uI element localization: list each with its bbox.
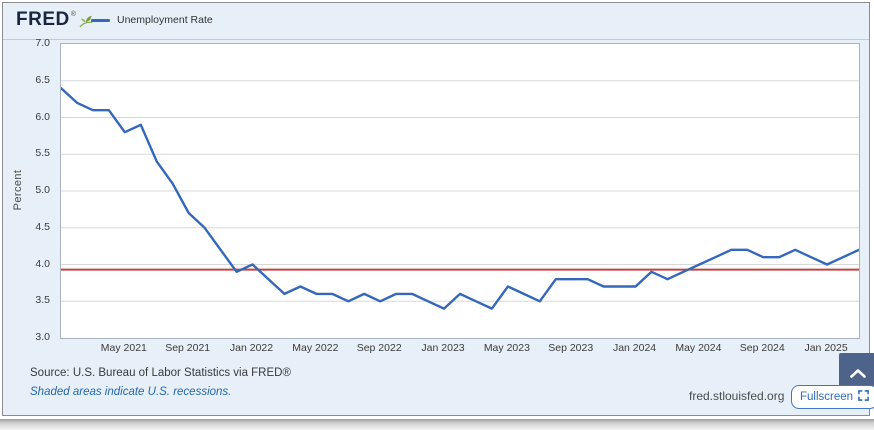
x-tick-label: Jan 2023: [421, 342, 465, 354]
plot-area: [60, 43, 860, 339]
y-tick-label: 6.5: [35, 73, 50, 86]
y-tick-label: 7.0: [35, 37, 50, 49]
unemployment-rate-line: [61, 86, 859, 310]
y-tick-label: 4.0: [35, 257, 50, 270]
fullscreen-button[interactable]: Fullscreen: [791, 385, 874, 409]
x-tick-label: Sep 2022: [356, 342, 402, 354]
registered-mark: ®: [70, 11, 76, 18]
x-tick-label: May 2023: [483, 342, 530, 354]
fullscreen-button-label: Fullscreen: [800, 391, 854, 403]
fred-logo-text: FRED: [16, 9, 70, 30]
x-tick-label: Sep 2024: [739, 342, 785, 354]
x-tick-label: May 2021: [100, 342, 147, 354]
x-tick-label: May 2022: [292, 342, 339, 354]
x-tick-label: May 2024: [675, 342, 722, 354]
site-url: fred.stlouisfed.org: [689, 389, 785, 403]
chevron-up-icon: [849, 367, 867, 382]
x-tick-label: Jan 2024: [612, 342, 657, 354]
x-tick-label: Sep 2021: [165, 342, 211, 354]
x-tick-label: Jan 2025: [804, 342, 848, 354]
window-bottom-strip: [0, 419, 874, 430]
legend-label: Unemployment Rate: [117, 14, 213, 26]
recessions-note-link[interactable]: Shaded areas indicate U.S. recessions.: [30, 386, 232, 398]
fred-sprout-icon: [78, 15, 94, 33]
legend-line-swatch: [91, 18, 110, 22]
chart-plot-svg: [61, 80, 859, 310]
y-tick-label: 4.5: [35, 220, 50, 233]
y-tick-label: 5.0: [35, 184, 50, 196]
x-tick-label: Jan 2022: [229, 342, 274, 354]
fred-chart-widget: FRED ® Unemployment Rate Percent 7.0 6.5 6…: [2, 2, 874, 416]
y-tick-label: 3.0: [35, 331, 50, 343]
fred-logo: FRED ®: [16, 10, 94, 33]
chart-header: FRED ® Unemployment Rate: [3, 3, 869, 40]
source-text: Source: U.S. Bureau of Labor Statistics …: [30, 367, 291, 379]
x-tick-label: Sep 2023: [548, 342, 594, 354]
y-tick-label: 3.5: [35, 294, 50, 307]
y-tick-label: 6.0: [35, 110, 50, 123]
y-tick-label: 5.5: [35, 147, 50, 160]
legend: Unemployment Rate: [91, 14, 213, 26]
expand-corners-icon: [858, 390, 869, 404]
